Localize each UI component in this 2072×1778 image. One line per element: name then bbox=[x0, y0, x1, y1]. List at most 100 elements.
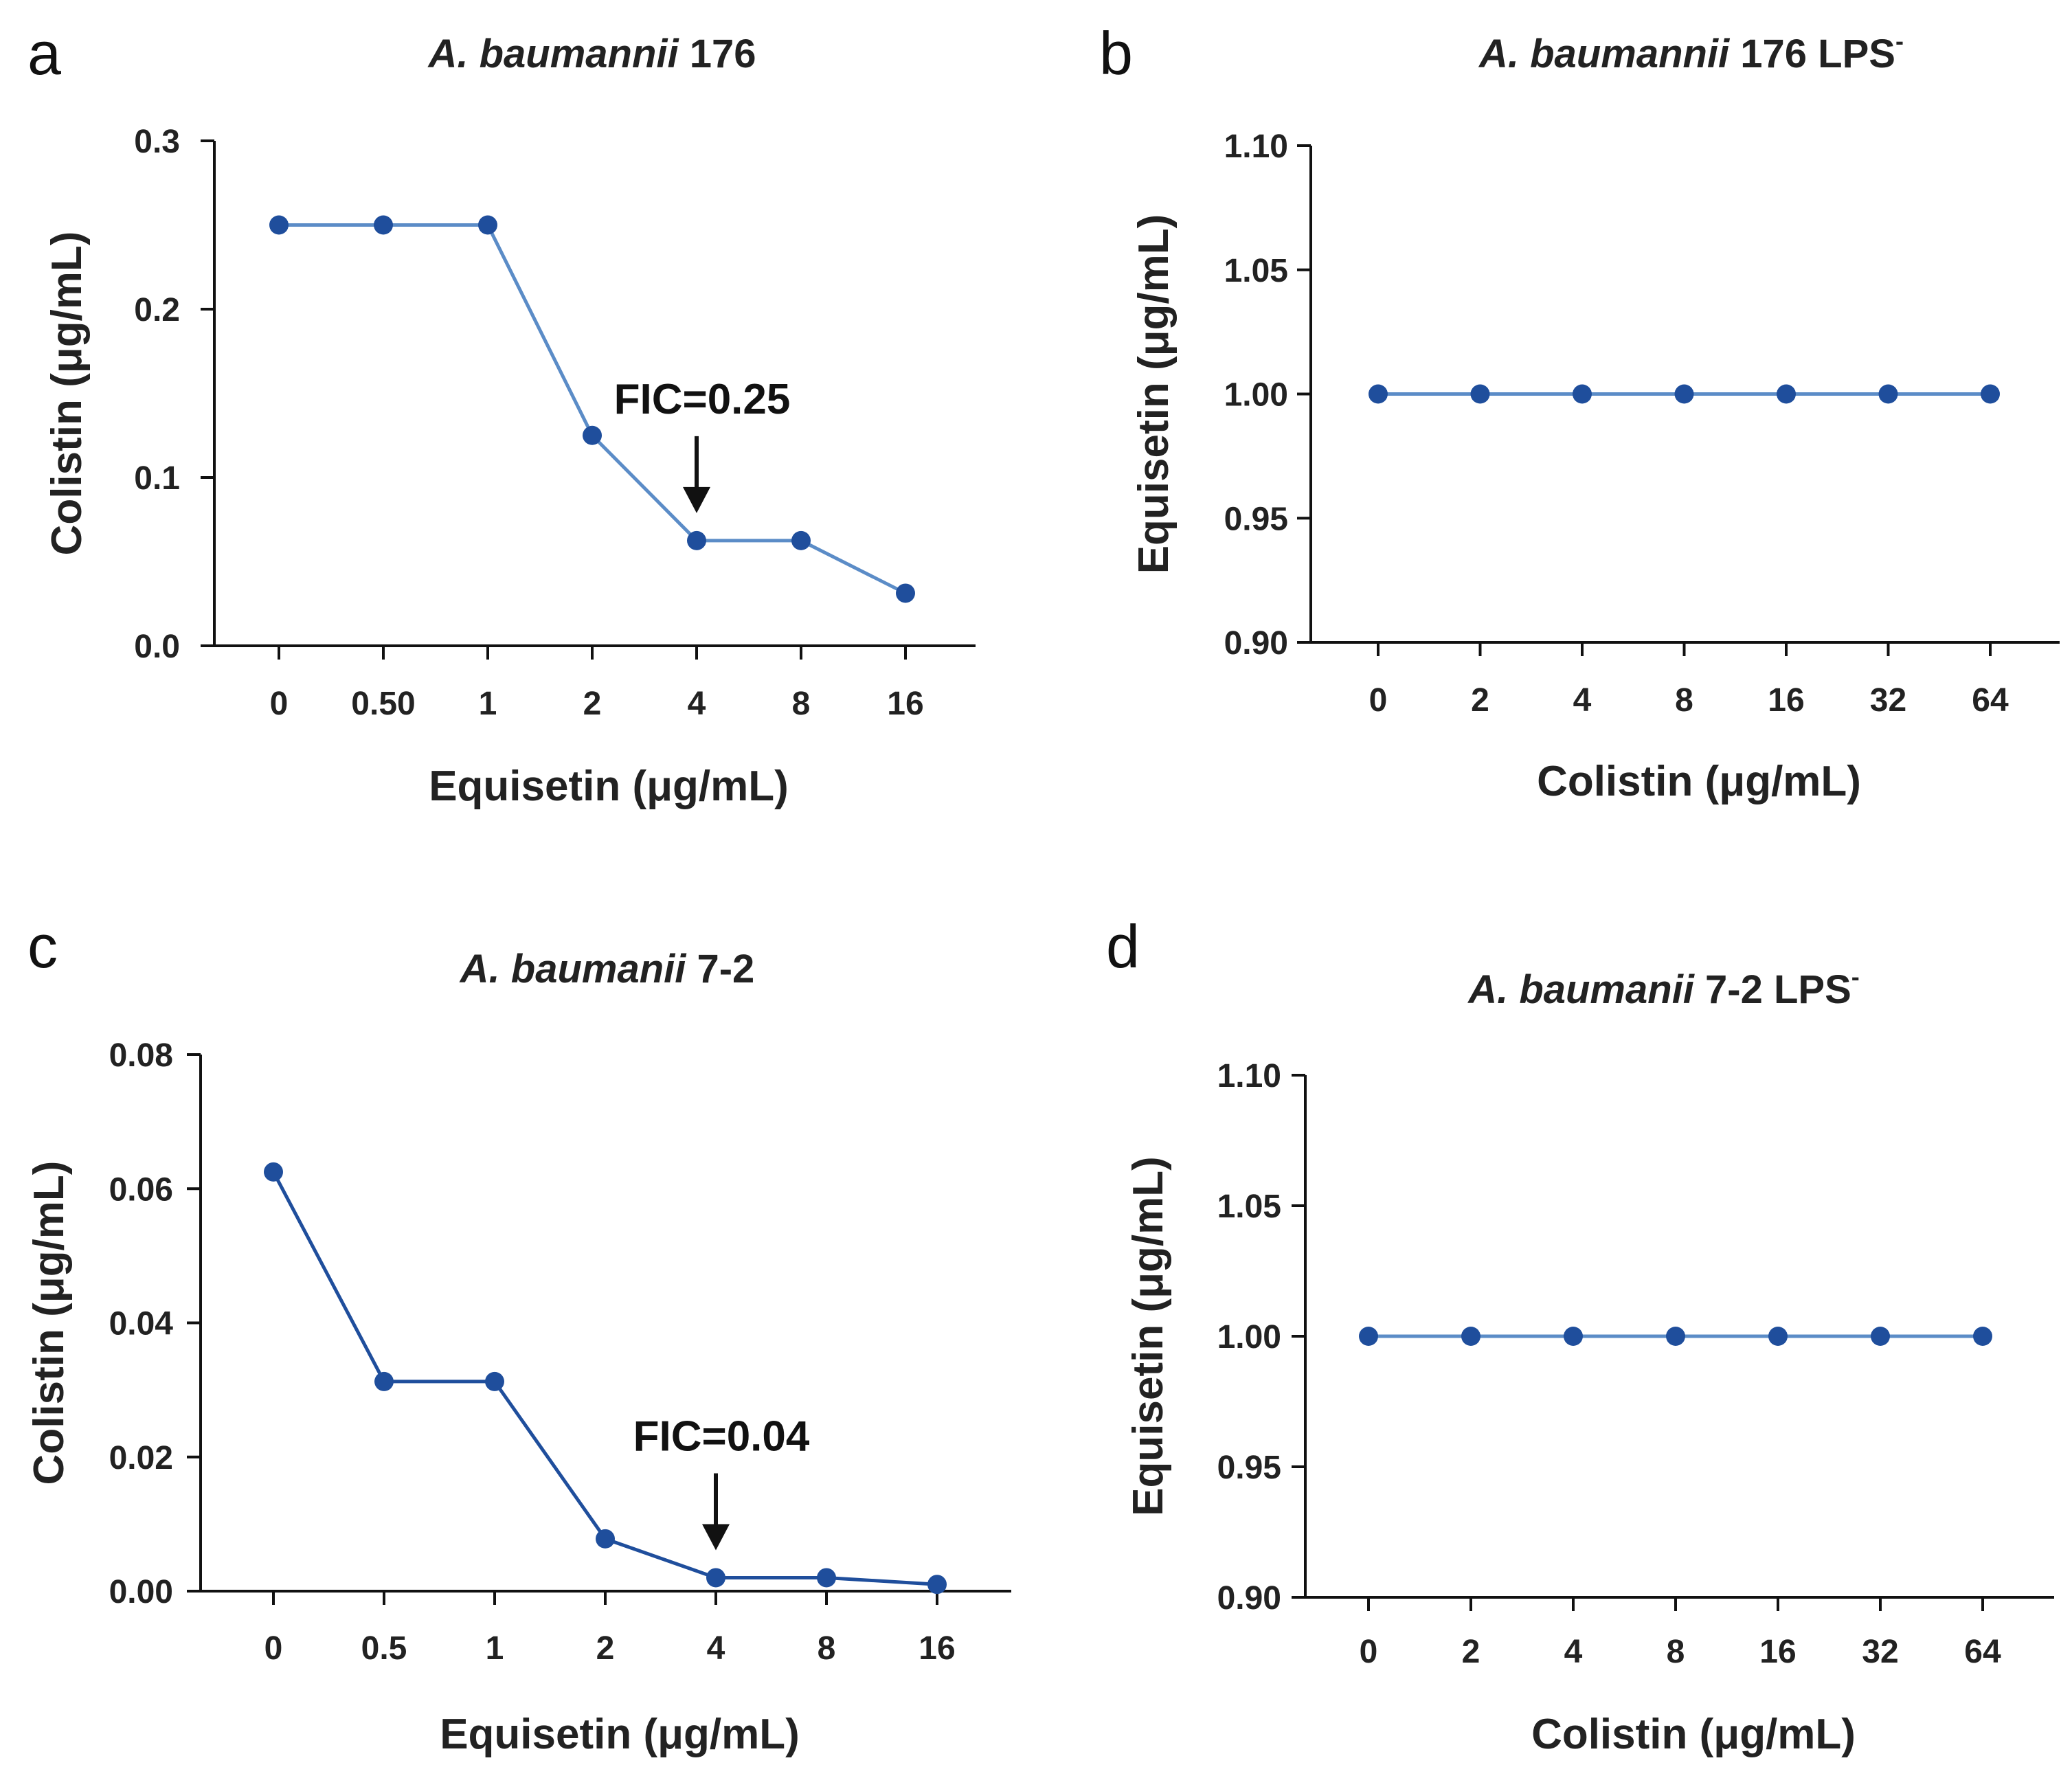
chart-title: A. baumanii 7-2 bbox=[459, 947, 755, 991]
data-point bbox=[927, 1575, 947, 1595]
x-tick-label: 0 bbox=[1360, 1634, 1378, 1670]
y-tick-label: 0.02 bbox=[109, 1440, 173, 1476]
x-tick-label: 16 bbox=[1759, 1634, 1796, 1670]
y-tick-label: 1.00 bbox=[1224, 377, 1288, 414]
data-point bbox=[1666, 1327, 1685, 1346]
y-tick-label: 0.00 bbox=[109, 1574, 173, 1610]
x-tick-label: 32 bbox=[1862, 1634, 1898, 1670]
x-tick-label: 4 bbox=[1573, 682, 1592, 719]
data-point bbox=[791, 530, 811, 550]
x-tick-label: 2 bbox=[1462, 1634, 1480, 1670]
y-tick-label: 1.05 bbox=[1224, 253, 1288, 289]
chart-title-species: A. baumannii bbox=[427, 32, 679, 76]
y-tick-label: 0.06 bbox=[109, 1171, 173, 1208]
data-point bbox=[706, 1568, 725, 1588]
x-tick-label: 0 bbox=[1369, 682, 1388, 719]
data-point bbox=[1461, 1327, 1480, 1346]
data-point bbox=[1674, 384, 1694, 404]
chart-title-species: A. baumanii bbox=[1467, 967, 1696, 1012]
chart-title-strain: 7-2 LPS bbox=[1694, 967, 1851, 1012]
chart-title: A. baumannii 176 LPS- bbox=[1478, 27, 1904, 76]
y-axis-label: Equisetin (μg/mL) bbox=[1125, 1156, 1172, 1516]
chart-title: A. baumannii 176 bbox=[427, 32, 756, 76]
fic-arrow-head bbox=[683, 486, 710, 513]
x-tick-label: 4 bbox=[707, 1630, 725, 1667]
x-tick-label: 0 bbox=[270, 686, 289, 722]
data-point bbox=[687, 530, 706, 550]
y-axis-label: Equisetin (μg/mL) bbox=[1130, 214, 1178, 574]
data-point bbox=[485, 1371, 504, 1391]
y-tick-label: 0.90 bbox=[1217, 1580, 1281, 1617]
data-point bbox=[478, 215, 497, 235]
y-tick-label: 0.95 bbox=[1217, 1450, 1281, 1486]
data-point bbox=[1981, 384, 2000, 404]
x-tick-label: 4 bbox=[688, 686, 706, 722]
y-tick-label: 0.3 bbox=[134, 124, 180, 160]
data-point bbox=[583, 425, 602, 445]
x-tick-label: 0.50 bbox=[351, 686, 415, 722]
data-point bbox=[1777, 384, 1796, 404]
chart-panel-a: a A. baumannii 176 0.0 0.1 0.2 0.3 0 0.50 1 2 4 8 16… bbox=[27, 19, 976, 810]
chart-title-superscript: - bbox=[1895, 27, 1904, 55]
chart-title-species: A. baumannii bbox=[1478, 32, 1731, 76]
x-tick-label: 1 bbox=[479, 686, 497, 722]
y-tick-label: 1.00 bbox=[1217, 1319, 1281, 1355]
x-tick-label: 64 bbox=[1964, 1634, 2001, 1670]
panel-label: a bbox=[27, 19, 61, 87]
x-tick-label: 8 bbox=[792, 686, 811, 722]
y-tick-label: 0.0 bbox=[134, 629, 180, 665]
fic-annotation: FIC=0.04 bbox=[633, 1413, 810, 1460]
x-tick-label: 8 bbox=[1675, 682, 1693, 719]
x-tick-label: 16 bbox=[887, 686, 923, 722]
chart-title-species: A. baumanii bbox=[459, 947, 688, 991]
panel-label: c bbox=[27, 912, 58, 980]
y-axis-label: Colistin (μg/mL) bbox=[43, 232, 91, 556]
chart-title-superscript: - bbox=[1851, 963, 1860, 991]
data-point bbox=[1973, 1327, 1992, 1346]
y-axis-label: Colistin (μg/mL) bbox=[25, 1161, 73, 1485]
x-tick-label: 16 bbox=[919, 1630, 955, 1667]
chart-title-strain: 176 bbox=[679, 32, 756, 76]
x-tick-label: 2 bbox=[1471, 682, 1489, 719]
data-point bbox=[374, 215, 393, 235]
x-axis-label: Colistin (μg/mL) bbox=[1531, 1711, 1856, 1758]
chart-panel-c: c A. baumanii 7-2 0.00 0.02 0.04 0.06 0.08 0 0.5… bbox=[25, 912, 1011, 1758]
x-tick-label: 16 bbox=[1768, 682, 1804, 719]
chart-panel-d: d A. baumanii 7-2 LPS- 0.90 0.95 1.00 1.05 1.1… bbox=[1106, 912, 2054, 1758]
x-tick-label: 0 bbox=[264, 1630, 283, 1667]
y-tick-label: 0.08 bbox=[109, 1037, 173, 1074]
chart-title: A. baumanii 7-2 LPS- bbox=[1467, 963, 1860, 1012]
fic-annotation: FIC=0.25 bbox=[614, 376, 791, 423]
data-point bbox=[596, 1529, 615, 1549]
y-tick-label: 0.95 bbox=[1224, 501, 1288, 537]
x-axis-label: Equisetin (μg/mL) bbox=[440, 1711, 800, 1758]
x-tick-label: 8 bbox=[818, 1630, 836, 1667]
x-tick-label: 4 bbox=[1564, 1634, 1583, 1670]
x-axis-label: Equisetin (μg/mL) bbox=[429, 763, 789, 810]
y-tick-label: 1.05 bbox=[1217, 1189, 1281, 1225]
data-point bbox=[269, 215, 289, 235]
chart-title-strain: 176 LPS bbox=[1729, 32, 1895, 76]
x-tick-label: 64 bbox=[1972, 682, 2009, 719]
data-point bbox=[374, 1371, 394, 1391]
y-tick-label: 0.04 bbox=[109, 1306, 174, 1342]
y-tick-label: 1.10 bbox=[1224, 128, 1288, 165]
data-point bbox=[817, 1568, 836, 1588]
y-tick-label: 0.2 bbox=[134, 292, 180, 328]
x-tick-label: 2 bbox=[596, 1630, 615, 1667]
y-tick-label: 0.1 bbox=[134, 460, 180, 497]
data-point bbox=[1359, 1327, 1378, 1346]
x-axis-label: Colistin (μg/mL) bbox=[1537, 758, 1861, 805]
data-point bbox=[1369, 384, 1388, 404]
data-point bbox=[896, 583, 915, 603]
y-tick-label: 0.90 bbox=[1224, 625, 1288, 662]
x-tick-label: 1 bbox=[486, 1630, 504, 1667]
data-point bbox=[264, 1162, 283, 1182]
y-tick-label: 1.10 bbox=[1217, 1058, 1281, 1094]
chart-panel-b: b A. baumannii 176 LPS- 0.90 0.95 1.00 1.05 1.… bbox=[1099, 19, 2060, 805]
data-point bbox=[1878, 384, 1898, 404]
data-point bbox=[1564, 1327, 1583, 1346]
data-point bbox=[1470, 384, 1490, 404]
x-tick-label: 2 bbox=[583, 686, 602, 722]
